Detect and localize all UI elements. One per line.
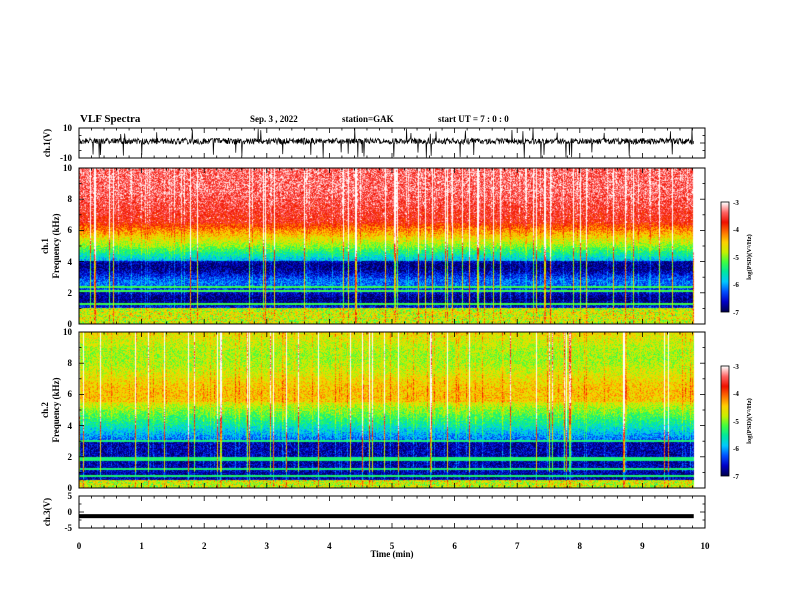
- ch1-colorbar-label: log(PSD)(V²/Hz): [746, 234, 753, 280]
- ch3-ytick-m5: -5: [65, 523, 73, 533]
- ch1-colorbar-ticks: -3 -4 -5 -6 -7: [733, 199, 739, 317]
- ch1-cb-tick-m6: -6: [733, 281, 739, 289]
- ch2-colorbar-ticks: -3 -4 -5 -6 -7: [733, 363, 739, 481]
- ch3-waveform-ticks: [78, 495, 706, 529]
- ch1-waveform-trace: [78, 128, 695, 158]
- ch3-ytick-5: 5: [68, 491, 73, 501]
- ch1-cb-tick-m7: -7: [733, 309, 739, 317]
- ch2-cb-tick-m4: -4: [733, 390, 739, 398]
- ch1-spectrogram-heatmap: [79, 168, 705, 324]
- ch1-waveform-panel: 10 -10 ch.1(V): [42, 123, 706, 163]
- xtick-9: 9: [640, 541, 645, 551]
- xtick-0: 0: [77, 541, 82, 551]
- ch2-spectrogram-ticks: [78, 331, 706, 489]
- ch2-ytick-10: 10: [63, 327, 73, 337]
- ch1-ytick-0: 0: [68, 319, 73, 329]
- xtick-5: 5: [390, 541, 395, 551]
- ch2-colorbar-frame: [720, 365, 730, 477]
- ch2-ytick-4: 4: [68, 421, 73, 431]
- ch2-ytick-6: 6: [68, 389, 73, 399]
- ch2-cb-tick-m6: -6: [733, 445, 739, 453]
- ch2-colorbar: [721, 366, 729, 476]
- xtick-10: 10: [701, 541, 711, 551]
- ch2-spectrogram-ylabel-channel: ch.2: [40, 402, 50, 418]
- ch3-waveform-ylabel: ch.3(V): [42, 498, 52, 526]
- ch1-ytick-bottom: -10: [60, 153, 72, 163]
- ch2-cb-tick-m7: -7: [733, 473, 739, 481]
- header-date: Sep. 3 , 2022: [250, 114, 298, 124]
- ch3-waveform-trace: [79, 514, 694, 519]
- time-axis-tick-labels: 0 1 2 3 4 5 6 7 8 9 10: [77, 541, 710, 551]
- ch1-ytick-8: 8: [68, 194, 73, 204]
- xtick-7: 7: [515, 541, 520, 551]
- ch1-ytick-2: 2: [68, 288, 73, 298]
- xtick-2: 2: [202, 541, 207, 551]
- ch2-ytick-8: 8: [68, 358, 73, 368]
- xtick-1: 1: [139, 541, 144, 551]
- xtick-3: 3: [265, 541, 270, 551]
- figure-title: VLF Spectra: [80, 113, 141, 125]
- ch2-spectrogram-heatmap: [79, 332, 705, 488]
- ch1-colorbar-frame: [720, 201, 730, 313]
- ch2-cb-tick-m3: -3: [733, 363, 739, 371]
- ch1-ytick-6: 6: [68, 225, 73, 235]
- ch1-ytick-4: 4: [68, 257, 73, 267]
- ch2-ytick-0: 0: [68, 483, 73, 493]
- xtick-4: 4: [327, 541, 332, 551]
- ch1-colorbar: [721, 202, 729, 312]
- xtick-6: 6: [452, 541, 457, 551]
- ch1-spectrogram-ticks: [78, 167, 706, 325]
- ch1-cb-tick-m4: -4: [733, 226, 739, 234]
- xtick-8: 8: [578, 541, 583, 551]
- header-start-time: start UT = 7 : 0 : 0: [438, 114, 509, 124]
- ch1-ytick-top: 10: [63, 123, 73, 133]
- ch2-ytick-2: 2: [68, 452, 73, 462]
- ch1-cb-tick-m5: -5: [733, 254, 739, 262]
- ch1-spectrogram-ylabel-channel: ch.1: [40, 238, 50, 254]
- ch2-colorbar-label: log(PSD)(V²/Hz): [746, 398, 753, 444]
- ch1-waveform-ticks: [78, 127, 706, 159]
- header-station: station=GAK: [342, 114, 394, 124]
- ch1-ytick-10: 10: [63, 163, 73, 173]
- ch2-spectrogram-ylabel-frequency: Frequency (kHz): [51, 377, 61, 442]
- ch1-spectrogram-ylabel-frequency: Frequency (kHz): [51, 213, 61, 278]
- time-axis-label: Time (min): [370, 549, 413, 559]
- ch2-cb-tick-m5: -5: [733, 418, 739, 426]
- ch2-spectrogram-panel: 0 2 4 6 8 10 ch.2 Frequency (kHz) -3 -4 …: [40, 327, 753, 493]
- ch1-waveform-ylabel: ch.1(V): [42, 129, 52, 157]
- ch1-cb-tick-m3: -3: [733, 199, 739, 207]
- ch1-spectrogram-panel: 0 2 4 6 8 10 ch.1 Frequency (kHz) -3 -4 …: [40, 163, 753, 329]
- ch3-waveform-panel: 5 0 -5 ch.3(V) 0 1 2 3 4 5 6 7 8 9 10 Ti…: [42, 491, 710, 559]
- ch3-ytick-0: 0: [68, 507, 73, 517]
